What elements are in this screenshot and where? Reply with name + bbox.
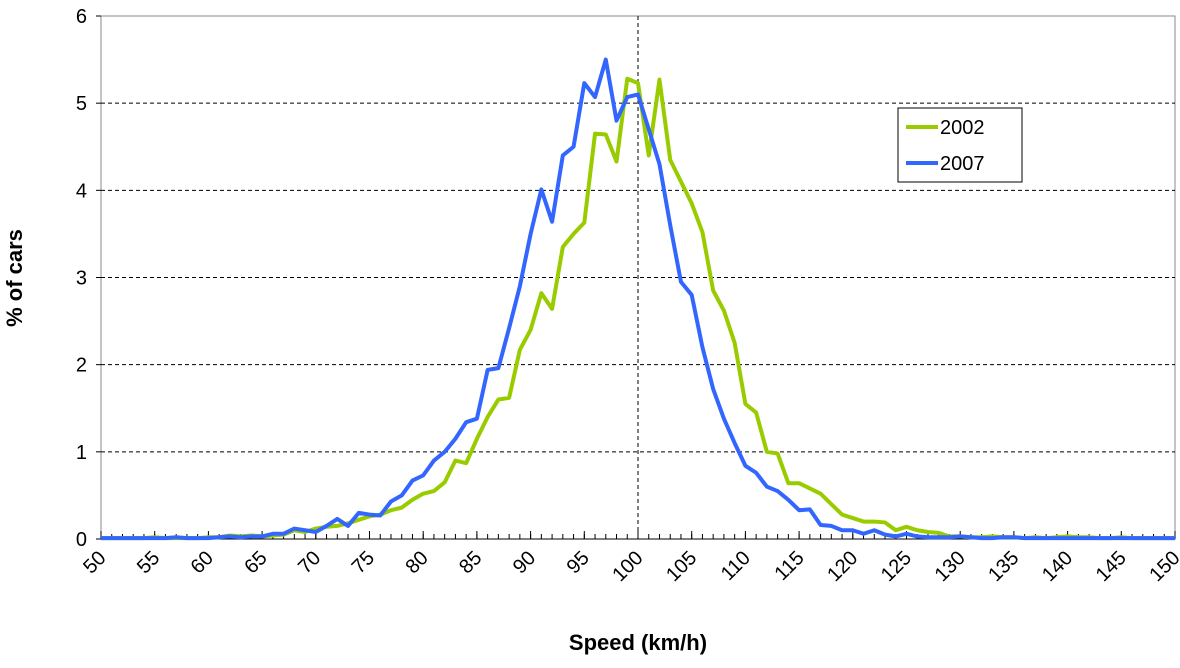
x-tick-label: 150 (1145, 547, 1180, 586)
x-tick-label: 145 (1092, 547, 1131, 586)
legend-label: 2007 (940, 153, 985, 175)
legend-label: 2002 (940, 117, 985, 139)
y-tick-label: 0 (76, 529, 87, 551)
x-tick-label: 60 (187, 547, 218, 578)
x-tick-label: 65 (240, 547, 271, 578)
x-tick-label: 80 (401, 547, 432, 578)
x-tick-label: 125 (877, 547, 916, 586)
x-tick-label: 50 (79, 547, 110, 578)
x-tick-label: 95 (563, 547, 594, 578)
x-tick-label: 90 (509, 547, 540, 578)
y-axis-label: % of cars (2, 229, 27, 327)
x-tick-label: 115 (771, 547, 809, 585)
y-tick-label: 2 (76, 355, 87, 377)
y-tick-label: 6 (76, 6, 87, 28)
legend-box (897, 107, 1023, 183)
y-tick-label: 1 (76, 442, 87, 464)
x-axis-label: Speed (km/h) (569, 630, 707, 655)
y-tick-label: 4 (76, 180, 87, 202)
x-tick-label: 105 (662, 547, 701, 586)
x-tick-label: 100 (608, 547, 647, 586)
x-tick-label: 110 (717, 547, 755, 585)
x-tick-label: 140 (1038, 547, 1077, 586)
x-tick-label: 70 (294, 547, 325, 578)
x-tick-label: 75 (348, 547, 379, 578)
x-tick-label: 120 (823, 547, 862, 586)
line-series (101, 57, 1175, 541)
x-tick-label: 55 (133, 547, 164, 578)
x-tick-label: 130 (931, 547, 970, 586)
y-tick-label: 3 (76, 268, 87, 290)
y-tick-label: 5 (76, 93, 87, 115)
x-tick-label: 85 (455, 547, 486, 578)
legend: 2002 2007 (897, 107, 1023, 183)
x-tick-label: 135 (984, 547, 1023, 586)
